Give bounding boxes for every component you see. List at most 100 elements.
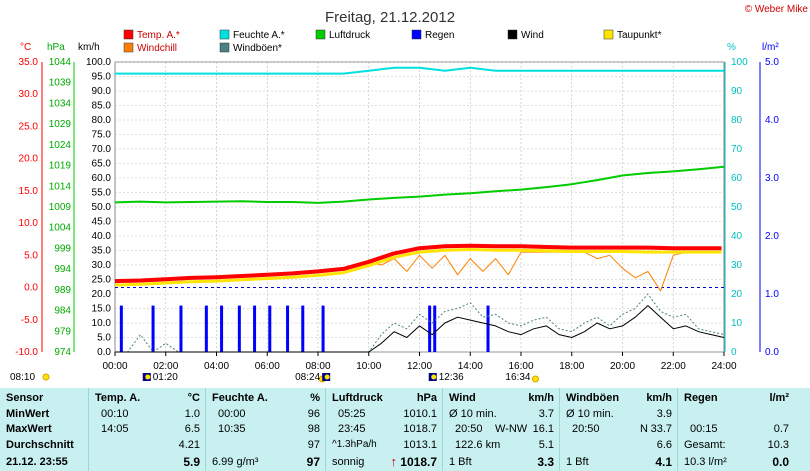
rain-axis-tick-label: 5.0 <box>765 57 779 68</box>
pressure-axis-tick-label: 1019 <box>49 161 72 172</box>
x-axis-tick-label: 02:00 <box>153 361 178 372</box>
rain-axis-unit: l/m² <box>762 42 779 53</box>
pressure-axis-tick-label: 1029 <box>49 119 72 130</box>
temp-axis-tick-label: 10.0 <box>19 218 39 229</box>
humidity-column: Feuchte A. % 00:00 96 10:35 98 97 6.99 g… <box>205 388 326 471</box>
wind-axis-tick-label: 5.0 <box>97 333 111 344</box>
series-line-feuchte-a <box>115 66 724 75</box>
pressure-axis-tick-label: 1044 <box>49 57 72 68</box>
pressure-unit: hPa <box>416 392 437 404</box>
wind-axis-tick-label: 55.0 <box>92 188 112 199</box>
humidity-min: 96 <box>307 408 320 420</box>
chart-title: Freitag, 21.12.2012 <box>325 9 455 26</box>
wind-axis-tick-label: 70.0 <box>92 144 112 155</box>
wind-axis-tick-label: 20.0 <box>92 289 112 300</box>
wind-axis-tick-label: 10.0 <box>92 318 112 329</box>
gust-avg10: 3.9 <box>656 408 672 420</box>
pressure-trend: ^1.3hPa/h <box>332 439 377 450</box>
legend-swatch <box>411 29 422 40</box>
humidity-max-time: 10:35 <box>218 423 246 435</box>
wind-avg10: 3.7 <box>538 408 554 420</box>
legend-label: Regen <box>425 30 454 41</box>
wind-max: 16.1 <box>532 423 554 435</box>
humidity-axis-tick-label: 90 <box>731 86 743 97</box>
plot-area <box>114 66 725 353</box>
pressure-axis-tick-label: 1034 <box>49 98 72 109</box>
wind-axis-tick-label: 50.0 <box>92 202 112 213</box>
rain-bar <box>428 305 432 352</box>
humidity-max: 98 <box>307 423 320 435</box>
rain-bar <box>220 305 224 352</box>
pressure-axis-tick-label: 1039 <box>49 78 72 89</box>
humidity-avg: 97 <box>307 439 320 451</box>
humidity-axis-tick-label: 80 <box>731 115 743 126</box>
x-axis-tick-label: 14:00 <box>458 361 483 372</box>
series-line-wind <box>115 305 725 353</box>
legend-swatch <box>123 42 134 53</box>
temp-max: 6.5 <box>184 423 200 435</box>
wind-axis-tick-label: 95.0 <box>92 72 112 83</box>
x-axis-tick-label: 18:00 <box>559 361 584 372</box>
moon-time-label: 12:36 <box>439 372 464 383</box>
rain-axis-tick-label: 4.0 <box>765 115 779 126</box>
legend-label: Feuchte A.* <box>233 30 285 41</box>
wind-axis-unit: km/h <box>78 42 100 53</box>
rain-total: 10.3 <box>767 439 789 451</box>
gust-beaufort: 1 Bft <box>566 456 589 468</box>
legend-swatch <box>123 29 134 40</box>
rain-rate: 10.3 l/m² <box>684 456 727 468</box>
wind-axis-tick-label: 25.0 <box>92 275 112 286</box>
sun-time-label: 08:10 <box>10 372 35 383</box>
legend-label: Wind <box>521 30 544 41</box>
temp-axis-tick-label: 5.0 <box>24 250 38 261</box>
temp-current: 5.9 <box>183 455 200 469</box>
rain-bar <box>301 305 305 352</box>
legend-label: Luftdruck <box>329 30 371 41</box>
wind-distance: 122.6 km <box>455 439 501 451</box>
humidity-axis-tick-label: 30 <box>731 260 743 271</box>
humidity-absolute: 6.99 g/m³ <box>212 456 259 468</box>
weather-chart: Freitag, 21.12.2012 © Weber Mike Temp. A… <box>10 4 808 383</box>
humidity-header: Feuchte A. <box>212 392 268 404</box>
rain-bar <box>433 305 437 352</box>
wind-column: Wind km/h Ø 10 min. 3.7 20:50 W-NW 16.1 … <box>442 388 560 471</box>
rain-bar <box>179 305 183 352</box>
pressure-axis-tick-label: 979 <box>54 326 71 337</box>
x-axis-tick-label: 22:00 <box>661 361 686 372</box>
gust-avg: 6.6 <box>656 439 672 451</box>
forecast-text: sonnig <box>332 456 365 468</box>
temp-unit: °C <box>187 392 200 404</box>
temp-max-time: 14:05 <box>101 423 129 435</box>
temp-axis-tick-label: 25.0 <box>19 121 39 132</box>
rain-current: 0.0 <box>772 455 789 469</box>
gust-max-dir: N <box>640 423 648 435</box>
x-axis-tick-label: 00:00 <box>102 361 127 372</box>
rain-max: 0.7 <box>773 423 789 435</box>
temp-axis-tick-label: 20.0 <box>19 154 39 165</box>
wind-header: Wind <box>449 392 476 404</box>
wind-axis-tick-label: 65.0 <box>92 159 112 170</box>
gust-unit: km/h <box>646 392 672 404</box>
gust-max-time: 20:50 <box>572 423 600 435</box>
humidity-axis-tick-label: 0 <box>731 347 737 358</box>
rain-bar <box>268 305 272 352</box>
rain-bar <box>237 305 241 352</box>
rain-axis-tick-label: 1.0 <box>765 289 779 300</box>
temp-axis-tick-label: 35.0 <box>19 57 39 68</box>
pressure-axis-unit: hPa <box>47 42 65 53</box>
rain-bar <box>119 305 123 352</box>
wind-avg: 5.1 <box>538 439 554 451</box>
humidity-axis-tick-label: 70 <box>731 144 743 155</box>
rain-axis-tick-label: 3.0 <box>765 173 779 184</box>
series-line-luftdruck <box>114 165 725 204</box>
gust-max: 33.7 <box>650 423 672 435</box>
rain-bar <box>286 305 290 352</box>
rain-axis-tick-label: 0.0 <box>765 347 779 358</box>
legend-swatch <box>219 42 230 53</box>
pressure-axis-tick-label: 1014 <box>49 181 72 192</box>
wind-axis-tick-label: 30.0 <box>92 260 112 271</box>
max-label: MaxWert <box>6 423 52 435</box>
series-line-taupunkt <box>114 248 722 287</box>
temp-axis-tick-label: 0.0 <box>24 283 38 294</box>
legend: Temp. A.* Feuchte A.* Luftdruck Regen Wind Ta… <box>123 29 662 54</box>
